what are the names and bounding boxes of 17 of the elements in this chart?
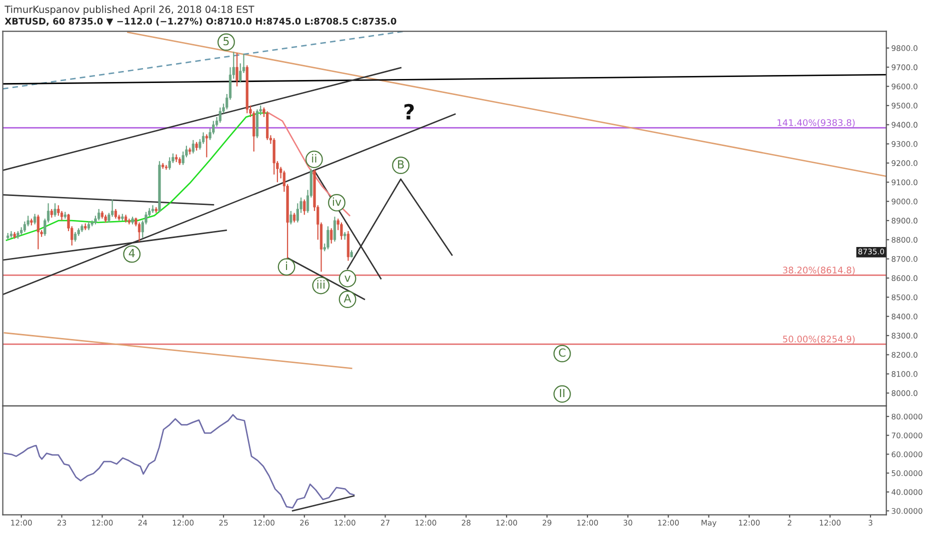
annotation: 5: [224, 37, 229, 46]
chart-subtitle: TimurKuspanov published April 26, 2018 04:18 EST: [4, 6, 254, 15]
annotation: 4: [128, 249, 135, 258]
annotation: iv: [332, 197, 342, 206]
annotation: A: [344, 294, 352, 302]
annotation: v: [344, 276, 350, 282]
annotation: B: [398, 160, 404, 168]
chart-title: XBTUSD, 60 8735.0 ▼ −112.0 (−1.27%) O:8710.0 H:8745.0 L:8708.5 C:8735.0: [4, 18, 396, 26]
ref-line-label: 38.20%(8614.8): [783, 266, 855, 275]
annotation: iii: [317, 280, 324, 289]
ref-line-label: 141.40%(9383.8): [778, 119, 855, 128]
annotation: i: [286, 262, 288, 270]
annotation: C: [558, 348, 566, 357]
annotation: ii: [312, 154, 316, 162]
ref-line-label: 50.00%(8254.9): [783, 335, 855, 344]
annotation: II: [560, 388, 564, 398]
annotation: ?: [404, 104, 414, 120]
